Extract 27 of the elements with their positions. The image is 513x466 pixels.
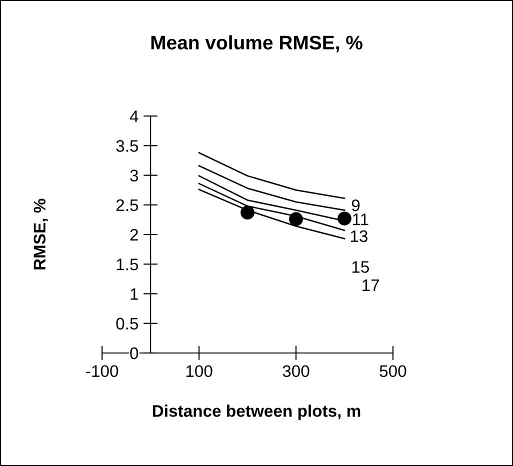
x-tick-label: 100 [186,365,212,378]
y-tick-label: 2 [130,228,138,241]
y-tick-label: 1 [130,288,138,300]
y-tick-label: 2.5 [116,199,138,212]
point [289,212,303,226]
annotation: 11 [353,214,368,226]
x-tick-label: 300 [282,365,310,378]
point [240,206,254,220]
annotation: 9 [352,199,360,212]
x-tick-label: 500 [380,365,406,378]
x-axis-title: Distance between plots, m [152,404,360,420]
y-tick-label: 3 [130,170,138,182]
y-tick-label: 0 [130,347,138,360]
line-series [198,152,346,200]
x-tick-label: -100 [86,365,118,378]
point [338,212,352,226]
annotation: 15 [352,261,369,273]
y-tick-label: 4 [130,110,138,122]
y-axis-title: RMSE, % [34,198,48,270]
line-series [198,188,346,240]
y-tick-label: 0.5 [116,318,138,330]
annotation: 17 [362,279,379,291]
line-series [198,182,346,232]
annotation: 13 [350,230,368,242]
y-tick-label: 3.5 [116,140,138,152]
chart-title: Mean volume RMSE, % [151,35,362,52]
y-tick-label: 1.5 [116,258,138,270]
